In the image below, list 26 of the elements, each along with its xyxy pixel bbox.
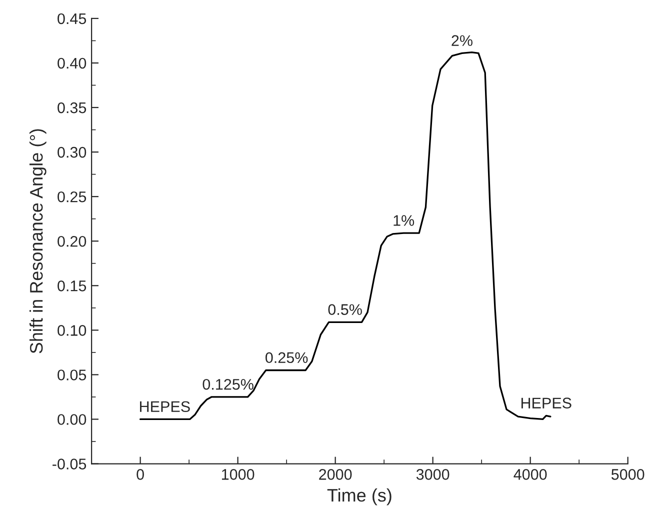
- y-tick-label: 0.45: [58, 13, 86, 24]
- x-tick-label: 0: [136, 469, 144, 480]
- x-tick-label: 4000: [514, 469, 547, 480]
- annotation: 1%: [394, 215, 414, 226]
- y-tick-label: 0.05: [58, 370, 86, 380]
- annotation: 0.25%: [266, 352, 308, 364]
- y-tick-label: 0.00: [58, 414, 86, 425]
- y-tick-label: -0.05: [52, 458, 86, 470]
- y-tick-label: 0.20: [58, 236, 86, 247]
- x-tick-label: 2000: [319, 469, 352, 480]
- annotation: 0.5%: [328, 304, 362, 315]
- y-tick-label: 0.40: [58, 58, 86, 69]
- y-tick-label: 0.30: [58, 146, 86, 158]
- y-tick-label: 0.25: [58, 191, 86, 202]
- x-tick-label: 1000: [222, 469, 254, 480]
- annotation: 2%: [452, 35, 472, 46]
- y-tick-label: 0.35: [58, 102, 86, 114]
- annotation: HEPES: [140, 401, 190, 412]
- x-tick-label: 3000: [416, 469, 450, 480]
- y-tick-label: 0.15: [58, 280, 86, 292]
- annotation: 0.125%: [202, 378, 254, 390]
- x-tick-label: 5000: [611, 469, 644, 480]
- annotation: HEPES: [521, 398, 572, 408]
- y-tick-label: 0.10: [58, 325, 86, 336]
- y-axis-title: Shift in Resonance Angle (°): [29, 129, 46, 354]
- x-axis-title: Time (s): [327, 488, 392, 506]
